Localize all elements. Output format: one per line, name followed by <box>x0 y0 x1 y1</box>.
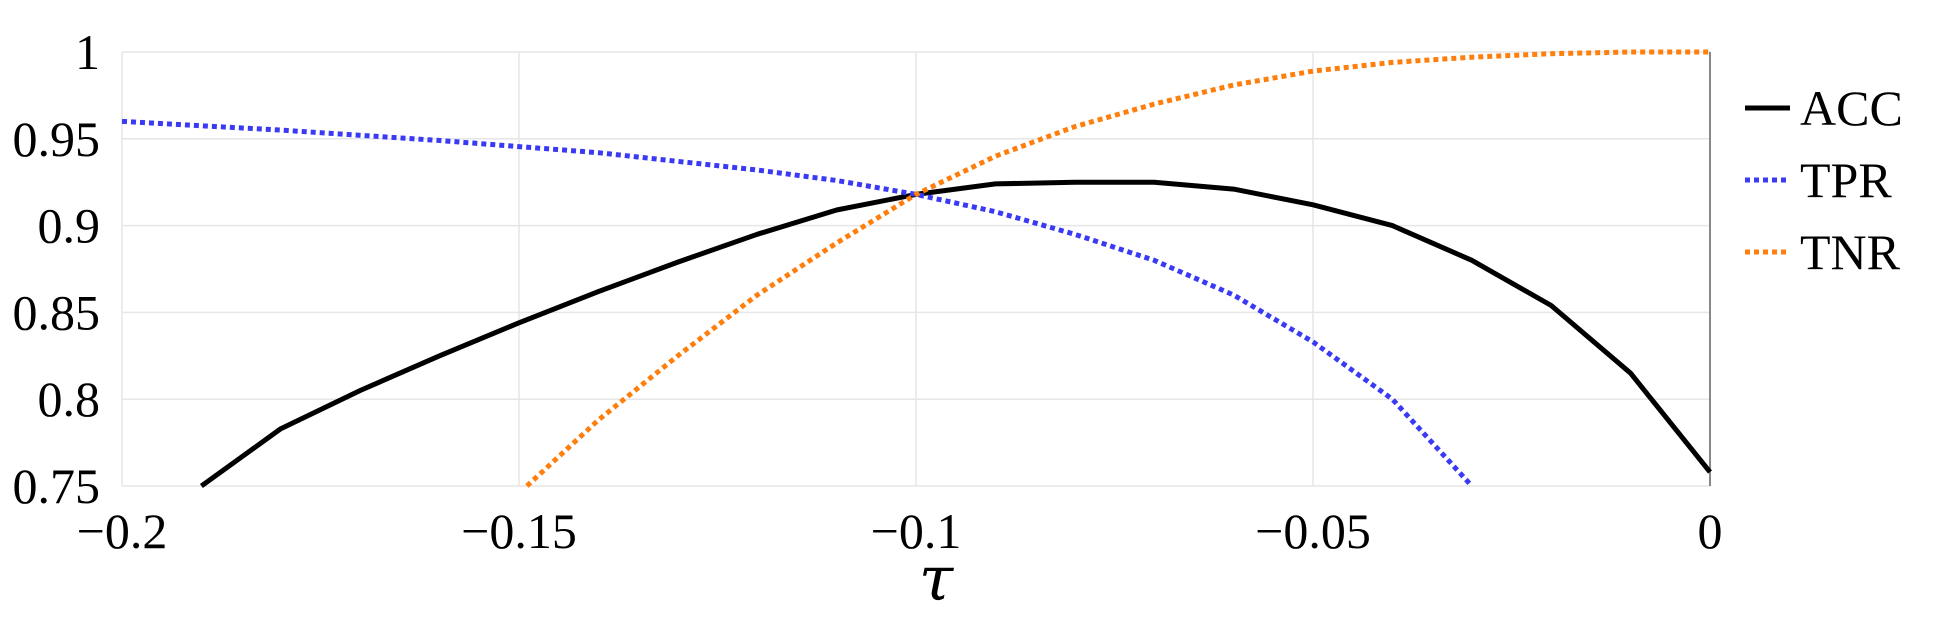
legend-label-tpr: TPR <box>1800 152 1892 208</box>
series-line-acc <box>199 179 1712 489</box>
y-tick-label: 0.85 <box>13 284 101 340</box>
series-lines <box>121 49 1712 489</box>
series-line-tnr <box>525 49 1710 488</box>
y-tick-label: 0.8 <box>38 371 101 427</box>
series-line-tpr <box>121 118 1474 488</box>
x-tick-labels: −0.2 −0.15 −0.1 −0.05 0 <box>77 503 1723 559</box>
y-tick-label: 0.95 <box>13 111 101 167</box>
x-tick-label: −0.2 <box>77 503 168 559</box>
y-tick-labels: 0.75 0.8 0.85 0.9 0.95 1 <box>13 24 101 514</box>
grid <box>121 51 1711 487</box>
legend-label-tnr: TNR <box>1800 224 1901 280</box>
x-tick-label: −0.15 <box>461 503 577 559</box>
x-axis-title: τ <box>919 542 955 615</box>
legend-label-acc: ACC <box>1800 80 1903 136</box>
x-tick-label: 0 <box>1698 503 1723 559</box>
x-tick-label: −0.05 <box>1255 503 1371 559</box>
y-tick-label: 0.75 <box>13 458 101 514</box>
y-tick-label: 0.9 <box>38 198 101 254</box>
y-tick-label: 1 <box>75 24 100 80</box>
legend: ACC TPR TNR <box>1745 80 1903 280</box>
x-tick-label: −0.1 <box>871 503 962 559</box>
